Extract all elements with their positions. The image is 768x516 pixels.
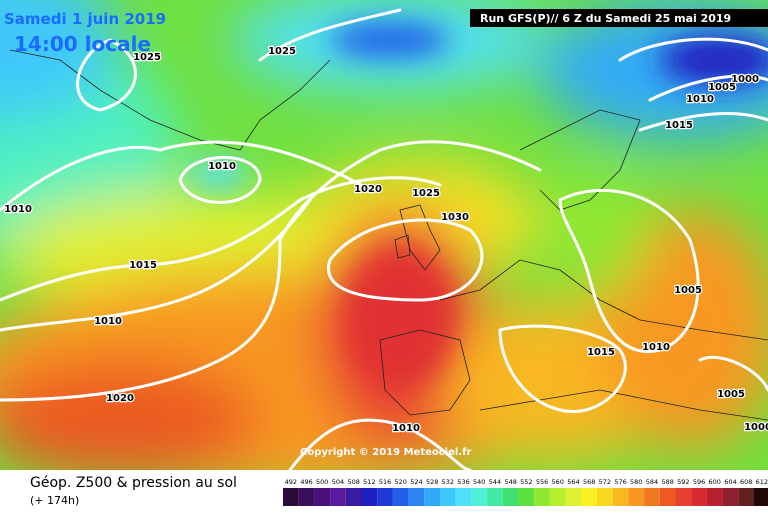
scale-label: 536	[457, 478, 469, 486]
scale-swatch	[502, 488, 519, 506]
scale-label: 604	[724, 478, 736, 486]
forecast-lead: (+ 174h)	[30, 494, 79, 507]
scale-swatch	[534, 488, 550, 506]
scale-swatch	[722, 488, 739, 506]
scale-swatch	[487, 488, 503, 506]
scale-label: 492	[285, 478, 297, 486]
scale-label: 556	[536, 478, 548, 486]
scale-label: 588	[661, 478, 673, 486]
isobar-label: 1010	[4, 204, 32, 215]
scale-swatch	[565, 488, 582, 506]
scale-label: 520	[395, 478, 407, 486]
scale-swatch	[298, 488, 315, 506]
isobar-label: 1015	[587, 347, 615, 358]
scale-swatch	[361, 488, 378, 506]
scale-swatch	[314, 488, 331, 506]
scale-swatch	[330, 488, 346, 506]
scale-label: 524	[410, 478, 422, 486]
run-box	[470, 9, 768, 27]
isobar-label: 1030	[441, 212, 469, 223]
scale-label: 576	[614, 478, 626, 486]
scale-label: 504	[332, 478, 344, 486]
valid-date: Samedi 1 juin 2019	[4, 10, 166, 28]
isobar-label: 1000	[744, 422, 768, 433]
isobar-label: 1025	[133, 52, 161, 63]
scale-swatch	[612, 488, 629, 506]
isobar-label: 1025	[412, 188, 440, 199]
scale-label: 592	[677, 478, 689, 486]
isobar-label: 1005	[674, 285, 702, 296]
isobar-label: 1020	[106, 393, 134, 404]
scale-swatch	[408, 488, 425, 506]
scale-label: 528	[426, 478, 438, 486]
scale-label: 600	[709, 478, 721, 486]
field-blobs	[0, 0, 768, 470]
scale-swatch	[455, 488, 472, 506]
scale-swatch	[738, 488, 754, 506]
isobar-label: 1005	[708, 82, 736, 93]
footer-title: Géop. Z500 & pression au sol	[30, 475, 237, 491]
scale-swatch	[597, 488, 613, 506]
field	[0, 0, 768, 470]
scale-swatch	[471, 488, 488, 506]
isobar-label: 1005	[717, 389, 745, 400]
field-cores	[190, 22, 768, 390]
scale-swatch	[675, 488, 692, 506]
isobar-label: 1010	[686, 94, 714, 105]
scale-swatch	[345, 488, 362, 506]
scale-swatch	[691, 488, 707, 506]
scale-swatch	[518, 488, 535, 506]
scale-label: 564	[567, 478, 579, 486]
scale-swatch	[440, 488, 456, 506]
scale-swatch	[628, 488, 645, 506]
scale-label: 548	[504, 478, 516, 486]
isobar-label: 1020	[354, 184, 382, 195]
isobar-label: 1010	[642, 342, 670, 353]
copyright: Copyright © 2019 Meteociel.fr	[300, 447, 471, 458]
isobars	[0, 8, 768, 470]
scale-swatch	[392, 488, 409, 506]
scale-label: 516	[379, 478, 391, 486]
scale-swatch	[659, 488, 676, 506]
scale-label: 512	[363, 478, 375, 486]
scale-label: 572	[599, 478, 611, 486]
run-info: Run GFS(P)// 6 Z du Samedi 25 mai 2019	[480, 12, 731, 25]
scale-label: 580	[630, 478, 642, 486]
scale-label: 612	[756, 478, 768, 486]
scale-label: 552	[520, 478, 532, 486]
scale-swatch	[754, 488, 768, 506]
scale-label: 532	[442, 478, 454, 486]
scale-label: 508	[347, 478, 359, 486]
isobar-label: 1010	[392, 423, 420, 434]
isobar-label: 1010	[94, 316, 122, 327]
scale-label: 500	[316, 478, 328, 486]
scale-label: 568	[583, 478, 595, 486]
scale-label: 496	[300, 478, 312, 486]
scale-label: 596	[693, 478, 705, 486]
scale-swatch	[283, 488, 299, 506]
coastlines	[9, 49, 768, 421]
scale-swatch	[644, 488, 660, 506]
scale-label: 560	[552, 478, 564, 486]
valid-time: 14:00 locale	[14, 32, 151, 56]
isobar-label: 1015	[665, 120, 693, 131]
isobar-label: 1015	[129, 260, 157, 271]
scale-swatch	[424, 488, 440, 506]
scale-swatch	[377, 488, 393, 506]
scale-label: 608	[740, 478, 752, 486]
isobar-label: 1010	[208, 161, 236, 172]
scale-swatch	[581, 488, 597, 506]
scale-label: 544	[489, 478, 501, 486]
isobar-label: 1025	[268, 46, 296, 57]
isobar-label: 1000	[731, 74, 759, 85]
scale-swatch	[706, 488, 723, 506]
scale-swatch	[549, 488, 566, 506]
scale-label: 584	[646, 478, 658, 486]
scale-label: 540	[473, 478, 485, 486]
